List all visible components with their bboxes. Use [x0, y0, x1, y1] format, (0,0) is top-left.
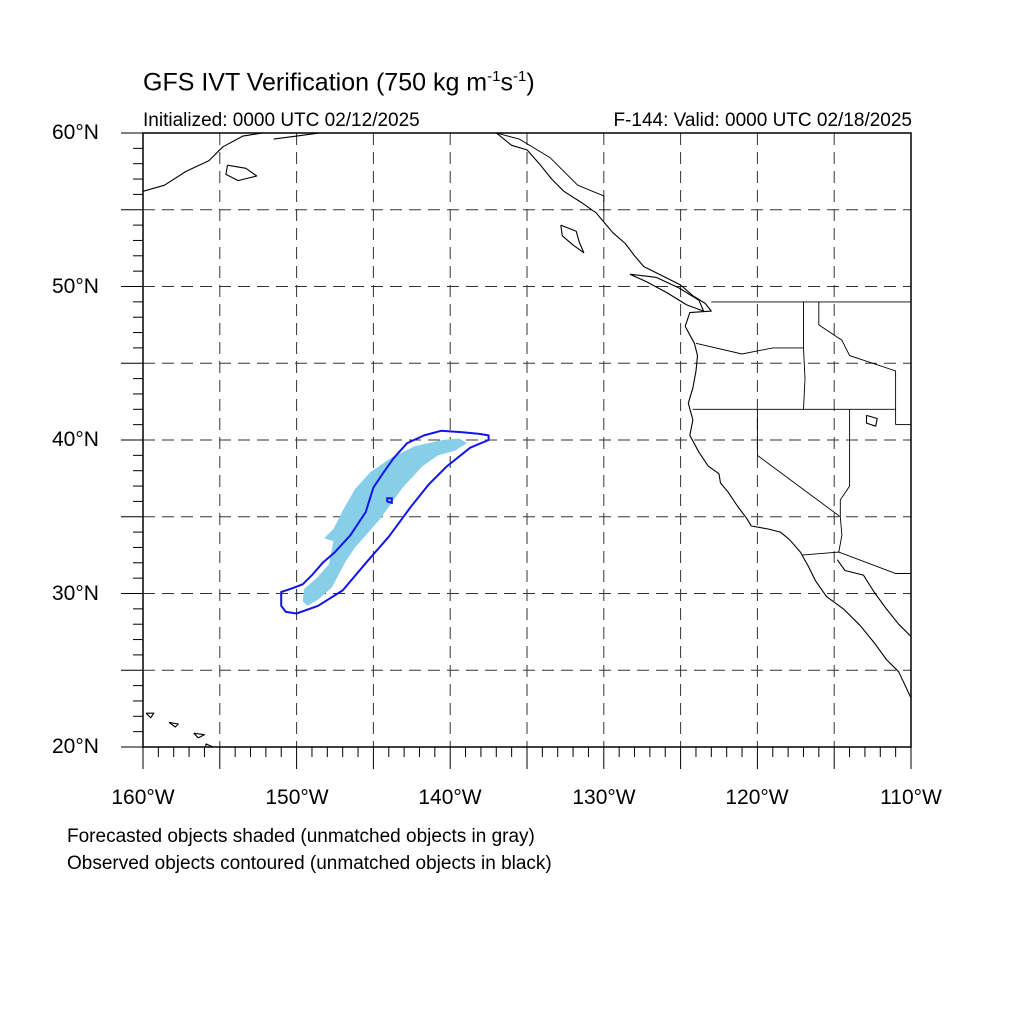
- lon-label-150w: 150°W: [265, 786, 329, 809]
- ivt-objects: [280, 429, 490, 615]
- chart-title: GFS IVT Verification (750 kg m-1s-1): [143, 68, 535, 97]
- axis-ticks: [121, 132, 912, 769]
- border-nv-ut-az: [839, 409, 851, 517]
- observed-object-inner-ring: [386, 497, 393, 505]
- border-ca-az: [838, 516, 843, 553]
- valid-time: F-144: Valid: 0000 UTC 02/18/2025: [613, 110, 912, 131]
- lon-label-140w: 140°W: [418, 786, 482, 809]
- coastline-mexico-mainland-gulf: [836, 559, 911, 637]
- political-borders: [496, 133, 911, 574]
- lon-label-110w: 110°W: [880, 786, 942, 809]
- footnote-observed: Observed objects contoured (unmatched ob…: [67, 853, 552, 874]
- coastline-haida-gwaii: [560, 224, 585, 254]
- coastlines: [143, 133, 911, 747]
- lat-label-60: 60°N: [52, 121, 99, 144]
- coastline-alaska-south: [143, 133, 263, 192]
- coastline-kauai: [145, 712, 155, 719]
- lat-label-40: 40°N: [52, 428, 99, 451]
- lat-label-50: 50°N: [52, 275, 99, 298]
- coastline-great-salt-lake: [865, 414, 878, 427]
- border-alaska-bc: [496, 133, 605, 212]
- footnote-forecast: Forecasted objects shaded (unmatched obj…: [67, 826, 535, 847]
- lon-label-130w: 130°W: [572, 786, 636, 809]
- observed-object-contour: [280, 429, 490, 615]
- border-us-mexico: [801, 551, 911, 574]
- map-frame: [142, 132, 912, 748]
- coastline-oahu: [168, 721, 179, 728]
- lon-label-160w: 160°W: [111, 786, 175, 809]
- coastline-north-america-west: [495, 133, 911, 699]
- gridlines: [143, 133, 911, 747]
- border-wa-or: [695, 301, 804, 355]
- coastline-gulf-alaska-north: [273, 133, 320, 140]
- border-ca-nv: [756, 409, 841, 518]
- initialized-time: Initialized: 0000 UTC 02/12/2025: [143, 110, 420, 131]
- coastline-vancouver-island: [629, 273, 705, 312]
- lat-label-30: 30°N: [52, 582, 99, 605]
- border-or-id: [803, 347, 806, 410]
- coastline-kodiak: [225, 164, 258, 182]
- border-id-mt-wy: [818, 301, 897, 425]
- lat-label-20: 20°N: [52, 735, 99, 758]
- coastline-maui: [193, 732, 205, 739]
- lon-label-120w: 120°W: [725, 786, 789, 809]
- forecast-object-shading: [302, 438, 468, 606]
